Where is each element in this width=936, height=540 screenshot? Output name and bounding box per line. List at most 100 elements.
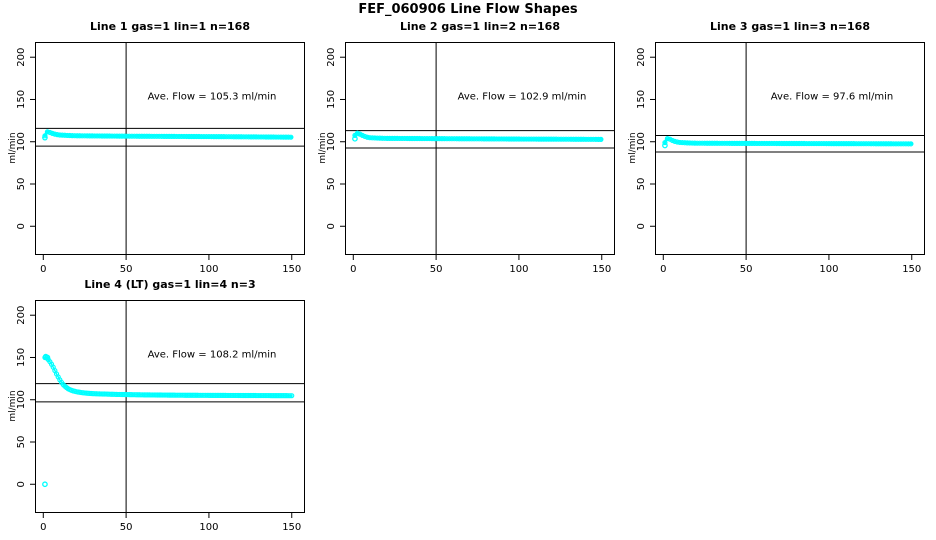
x-tick-label: 100: [199, 264, 218, 275]
flow-data-point: [161, 133, 167, 139]
flow-data-point: [903, 141, 909, 147]
flow-data-point: [114, 133, 120, 139]
flow-data-point: [164, 133, 170, 139]
plot-border: [345, 42, 615, 255]
flow-data-point: [72, 133, 78, 139]
flow-data-point: [684, 140, 690, 146]
flow-data-point: [766, 140, 772, 147]
flow-data-point: [218, 134, 224, 140]
flow-data-point: [456, 136, 462, 142]
flow-data-point: [764, 140, 770, 147]
flow-data-point: [424, 135, 430, 142]
y-tick-label: 50: [16, 178, 27, 191]
flow-data-point: [781, 140, 787, 147]
flow-data-point: [288, 134, 294, 140]
flow-data-point: [662, 142, 668, 149]
flow-data-point: [803, 140, 810, 147]
y-tick-label: 100: [326, 132, 337, 151]
flow-data-point: [503, 136, 510, 142]
flow-data-point: [908, 141, 914, 147]
flow-data-point: [89, 133, 95, 139]
ave-flow-annotation: Ave. Flow = 102.9 ml/min: [457, 91, 587, 103]
flow-data-point: [563, 136, 569, 142]
flow-data-point: [526, 136, 532, 142]
y-tick-label: 150: [326, 90, 337, 109]
flow-data-point: [662, 139, 668, 146]
flow-data-point: [721, 140, 728, 146]
y-tick-label: 50: [636, 178, 647, 191]
flow-data-point: [183, 133, 190, 140]
flow-data-point: [421, 135, 428, 142]
flow-data-point: [546, 136, 552, 142]
flow-data-point: [231, 134, 237, 140]
flow-data-point: [44, 129, 51, 135]
flow-data-point: [739, 140, 745, 146]
y-tick-label: 200: [16, 48, 27, 67]
flow-data-point: [124, 133, 130, 139]
flow-data-point: [578, 136, 584, 142]
flow-data-point: [139, 133, 145, 139]
flow-data-point: [241, 134, 247, 140]
flow-data-point: [561, 136, 567, 142]
flow-data-point: [434, 136, 440, 142]
flow-data-point: [833, 141, 839, 147]
flow-data-point: [744, 140, 750, 146]
flow-data-point: [69, 133, 75, 139]
flow-data-point: [101, 133, 108, 139]
flow-data-point: [116, 133, 123, 139]
flow-data-point: [106, 133, 113, 139]
flow-data-point: [796, 140, 802, 147]
plot-area: 0 50 100 150 200 0 50 100 150: [16, 42, 305, 275]
flow-data-point: [352, 135, 358, 142]
flow-data-point: [404, 135, 410, 142]
flow-data-point: [419, 135, 425, 142]
flow-data-point: [736, 140, 743, 146]
flow-data-point: [384, 135, 390, 141]
flow-data-point: [49, 130, 55, 136]
flow-data-point: [42, 481, 48, 488]
flow-data-point: [868, 141, 874, 147]
flow-data-point: [801, 140, 807, 147]
flow-data-point: [280, 134, 287, 140]
flow-data-point: [260, 134, 267, 140]
flow-data-point: [746, 140, 753, 146]
flow-data-point: [506, 136, 512, 142]
flow-data-point: [469, 136, 475, 142]
flow-data-point: [791, 140, 797, 147]
flow-data-point: [528, 136, 534, 142]
flow-data-point: [484, 136, 490, 142]
flow-data-point: [533, 136, 539, 142]
flow-data-point: [818, 140, 825, 147]
flow-data-point: [464, 136, 470, 142]
flow-data-point: [883, 141, 889, 147]
plot-border: [35, 42, 305, 255]
y-tick-label: 0: [636, 223, 647, 229]
plot-area: 0 50 100 150 200 0 50 100 150: [326, 42, 615, 275]
flow-data-point: [493, 136, 500, 142]
flow-data-point: [583, 136, 589, 142]
flow-data-point: [52, 131, 58, 137]
flow-data-point: [82, 133, 88, 139]
subplot-line-4-lt: Line 4 (LT) gas=1 lin=4 n=3 Ave. Flow = …: [0, 275, 317, 540]
flow-data-point: [444, 136, 450, 142]
y-tick-label: 100: [636, 132, 647, 151]
x-tick-label: 0: [40, 522, 46, 533]
flow-data-point: [779, 140, 785, 147]
flow-data-point: [228, 134, 234, 140]
flow-data-point: [518, 136, 525, 142]
flow-data-point: [588, 136, 594, 142]
flow-data-point: [253, 134, 259, 140]
flow-data-point: [531, 136, 537, 142]
flow-data-point: [394, 135, 400, 142]
plot-border: [655, 42, 925, 255]
flow-data-point: [426, 135, 433, 142]
y-tick-label: 100: [16, 390, 27, 409]
flow-data-point: [789, 140, 795, 147]
flow-data-point: [593, 136, 599, 142]
flow-data-point: [236, 134, 242, 140]
x-tick-label: 50: [740, 264, 753, 275]
subplot-title: Line 3 gas=1 lin=3 n=168: [709, 20, 870, 33]
flow-data-point: [369, 135, 375, 141]
flow-data-point: [87, 133, 93, 139]
flow-data-point: [265, 134, 272, 140]
